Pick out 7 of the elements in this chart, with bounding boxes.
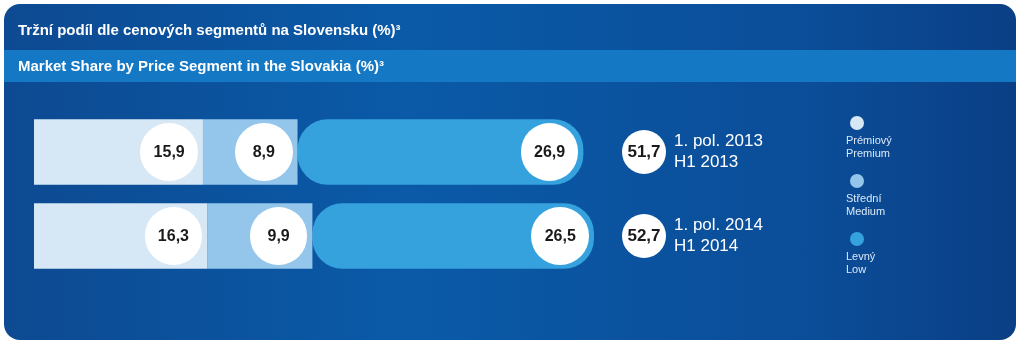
- y-tick-label: 1. pol. 2014 H1 2014: [674, 215, 763, 256]
- chart-subtitle: Market Share by Price Segment in the Slovakia (%)³: [4, 50, 1016, 82]
- legend-label: Střední Medium: [846, 192, 887, 218]
- y-tick-label: 1. pol. 2013 H1 2013: [674, 131, 763, 172]
- chart-title: Tržní podíl dle cenových segmentů na Slovensku (%)³: [17, 20, 402, 40]
- legend-label: Prémiový Premium: [846, 134, 892, 160]
- legend-label: Levný Low: [846, 250, 877, 276]
